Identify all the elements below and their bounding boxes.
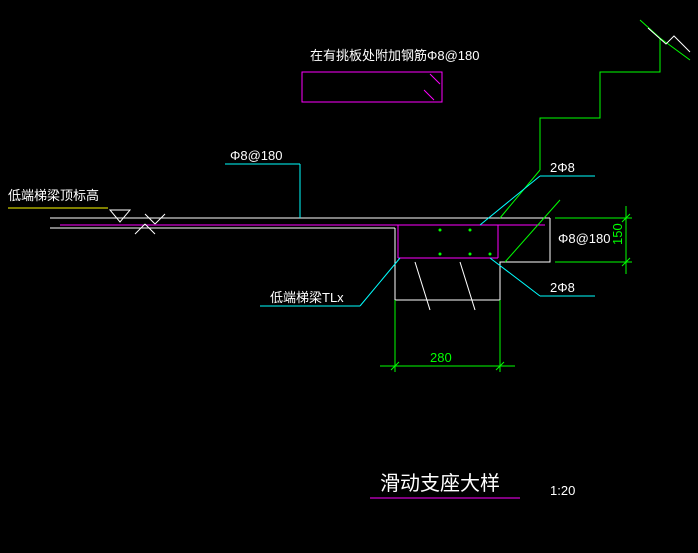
break-top-right xyxy=(648,28,690,52)
rebar-dot-icon xyxy=(469,229,472,232)
note-box xyxy=(302,72,442,102)
elev-triangle-icon xyxy=(110,210,130,222)
two-phi8-upper-label: 2Φ8 xyxy=(550,160,575,175)
rebar-dot-icon xyxy=(439,229,442,232)
hatch-line xyxy=(424,90,434,100)
rebar-dot-icon xyxy=(489,253,492,256)
rebar-dot-icon xyxy=(469,253,472,256)
beam-outline xyxy=(395,218,550,300)
inner-magenta xyxy=(60,225,545,258)
cad-drawing: 在有挑板处附加钢筋Φ8@180 低端梯梁顶标高 Φ8@180 2Φ8 2Φ8 低… xyxy=(0,0,698,553)
two-phi8-lower-label: 2Φ8 xyxy=(550,280,575,295)
phi8-180-side-label: Φ8@180 xyxy=(558,231,611,246)
note-top-text: 在有挑板处附加钢筋Φ8@180 xyxy=(310,48,480,63)
dim-280-value: 280 xyxy=(430,350,452,365)
phi8-180-top-label: Φ8@180 xyxy=(230,148,283,163)
break-left xyxy=(135,214,165,234)
rebar-dot-icon xyxy=(439,253,442,256)
leader-b2 xyxy=(460,262,475,310)
two-phi8-lower-leader xyxy=(490,258,540,296)
drawing-title: 滑动支座大样 xyxy=(380,472,500,495)
hatch-line xyxy=(430,74,440,84)
note-box-hatch xyxy=(424,74,440,100)
leader-b1 xyxy=(415,262,430,310)
drawing-scale: 1:20 xyxy=(550,483,575,498)
dim-150-value: 150 xyxy=(610,223,625,245)
stair-green xyxy=(500,20,690,218)
low-beam-tlx-leader xyxy=(360,258,400,306)
stair-green-2 xyxy=(505,200,560,262)
low-beam-tlx-label: 低端梯梁TLx xyxy=(270,290,344,305)
low-beam-elev-label: 低端梯梁顶标高 xyxy=(8,188,99,203)
rebar-dots xyxy=(439,229,492,256)
